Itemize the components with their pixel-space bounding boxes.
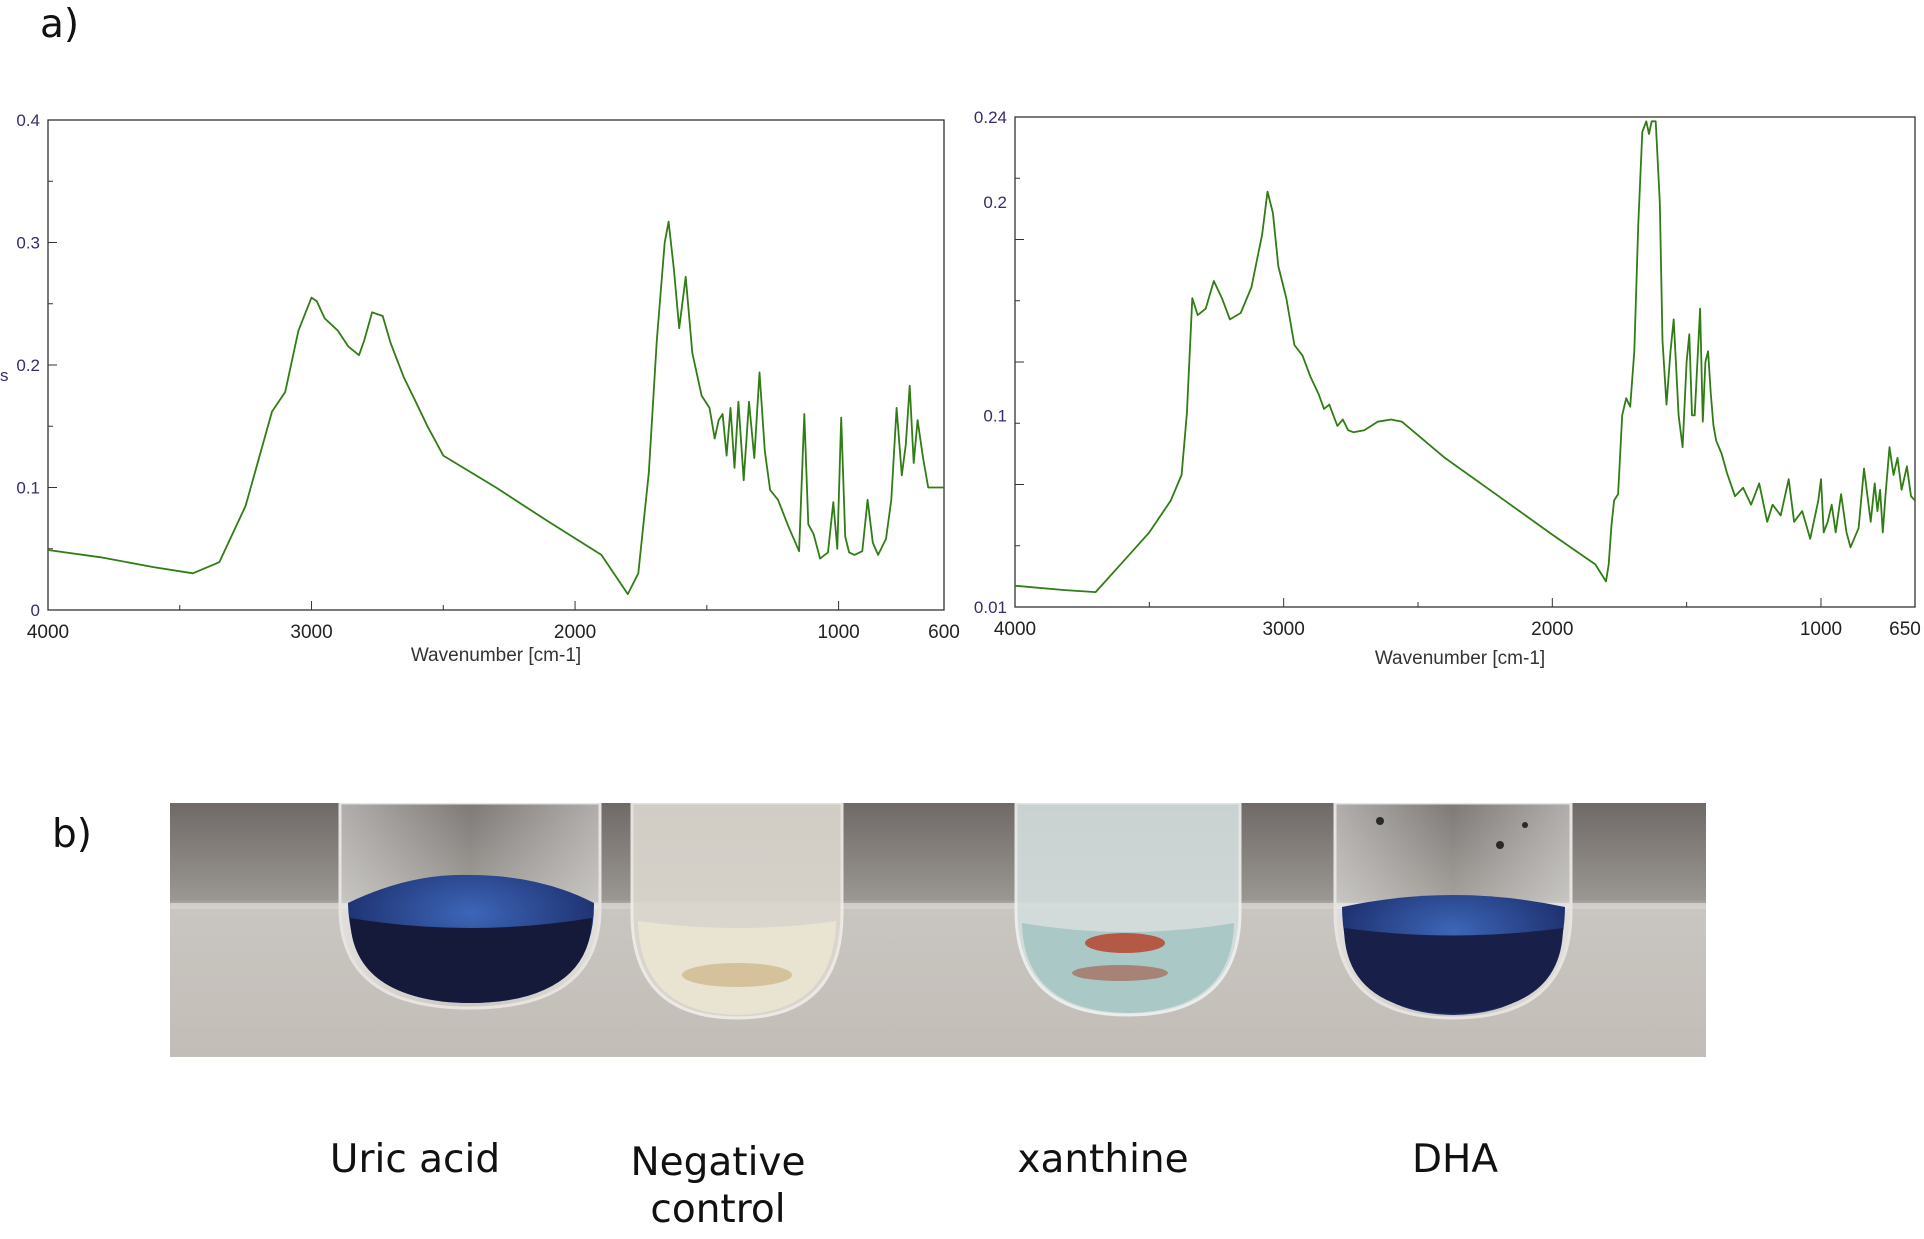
x-tick-label: 3000 (1263, 619, 1305, 640)
label-uric-acid: Uric acid (329, 1137, 501, 1182)
x-axis-title-left: Wavenumber [cm-1] (411, 645, 581, 666)
y-tick-label: 0.2 (16, 356, 40, 375)
tube-dha (1333, 803, 1573, 1020)
label-dha: DHA (1411, 1137, 1499, 1182)
label-negative-line1: Negative (630, 1140, 806, 1185)
spectrum-line (47, 220, 944, 596)
tube-uric-acid (338, 803, 602, 1010)
x-tick-label: 650 (1889, 619, 1921, 640)
ir-spectrum-chart-right: 0.01 0.1 0.2 0.24 4000 3000 2000 1000 650 Waven… (970, 95, 1924, 675)
x-tick-label: 3000 (290, 622, 332, 643)
x-tick-label: 4000 (27, 622, 69, 643)
tube-negative-control (630, 803, 844, 1020)
label-xanthine: xanthine (1017, 1137, 1189, 1182)
x-tick-label: 4000 (994, 619, 1036, 640)
y-tick-label: 0 (31, 601, 40, 620)
y-tick-label: 0.1 (983, 406, 1007, 425)
label-negative-line2: control (650, 1186, 786, 1232)
x-tick-label: 2000 (554, 622, 596, 643)
ir-spectrum-chart-left: 0 0.1 0.2 0.3 0.4 4000 3000 2000 1000 600 Wavenu… (0, 95, 975, 675)
x-tick-label: 600 (928, 622, 960, 643)
y-tick-label: 0.1 (16, 479, 40, 498)
x-axis-title-right: Wavenumber [cm-1] (1375, 648, 1545, 669)
panel-a-label: a) (40, 2, 80, 47)
y-tick-label: 0.2 (983, 193, 1007, 212)
y-tick-label: 0.24 (974, 108, 1007, 127)
y-axis-title-left: s (0, 366, 9, 385)
x-tick-label: 2000 (1531, 619, 1573, 640)
y-tick-label: 0.01 (974, 598, 1007, 617)
y-tick-label: 0.4 (16, 111, 40, 130)
y-tick-label: 0.3 (16, 234, 40, 253)
test-tubes-photo (170, 803, 1706, 1057)
x-tick-label: 1000 (817, 622, 859, 643)
panel-b-label: b) (52, 812, 92, 857)
spectrum-line (1014, 120, 1916, 594)
tube-xanthine (1014, 803, 1242, 1017)
x-tick-label: 1000 (1800, 619, 1842, 640)
label-negative-control: Negative control (618, 1140, 818, 1234)
